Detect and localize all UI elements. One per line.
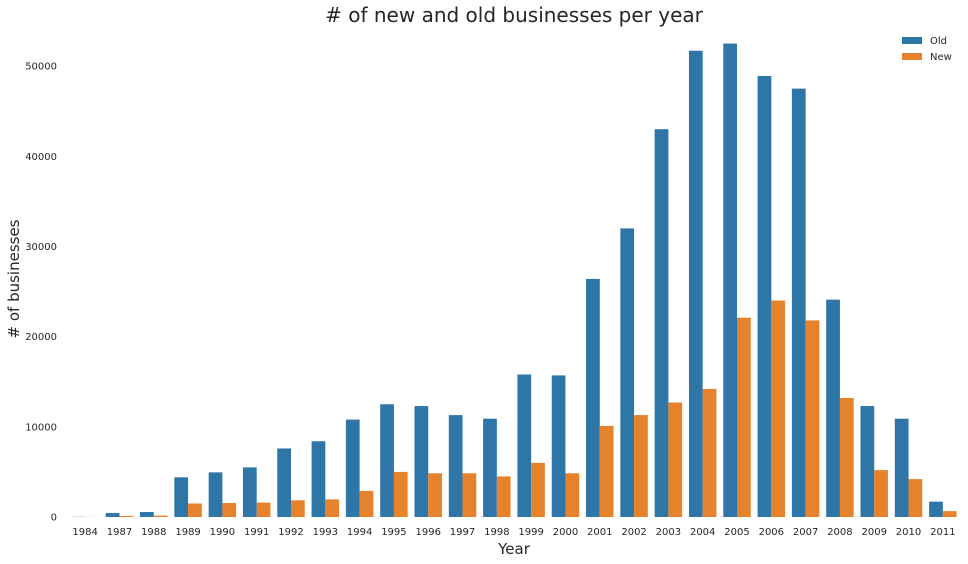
legend-swatch-new xyxy=(902,53,922,60)
x-tick-label: 2003 xyxy=(656,527,681,538)
bar-old-2000 xyxy=(551,375,566,517)
bar-new-2005 xyxy=(737,317,751,517)
chart-legend: Old New xyxy=(902,36,952,63)
bar-new-2009 xyxy=(874,470,888,517)
x-tick-label: 1989 xyxy=(175,527,200,538)
y-axis-ticks: 0 10000 20000 30000 40000 50000 xyxy=(25,62,57,524)
x-axis-label: Year xyxy=(497,540,531,558)
x-tick-label: 2001 xyxy=(587,527,612,538)
y-tick-label: 30000 xyxy=(25,242,57,253)
bar-new-2006 xyxy=(771,300,786,517)
bar-old-1998 xyxy=(483,418,497,517)
bar-old-2010 xyxy=(894,418,909,517)
bar-old-2009 xyxy=(860,406,875,517)
bar-old-2011 xyxy=(929,501,943,517)
bar-new-1996 xyxy=(428,473,442,517)
x-tick-label: 1984 xyxy=(72,527,97,538)
x-tick-label: 1995 xyxy=(381,527,406,538)
bar-new-1987 xyxy=(119,515,134,517)
bar-old-1989 xyxy=(174,477,189,517)
x-tick-label: 1987 xyxy=(107,527,132,538)
bar-new-1997 xyxy=(462,473,477,517)
bar-new-1993 xyxy=(325,499,340,517)
bar-old-1993 xyxy=(311,441,326,517)
x-tick-label: 2004 xyxy=(690,527,715,538)
legend-label-old: Old xyxy=(930,36,947,47)
bar-old-2003 xyxy=(654,129,669,517)
x-tick-label: 1993 xyxy=(313,527,338,538)
bar-new-1998 xyxy=(496,476,511,517)
bar-new-1999 xyxy=(531,462,545,517)
x-tick-label: 2006 xyxy=(759,527,784,538)
bar-new-2010 xyxy=(908,479,923,517)
legend-label-new: New xyxy=(930,52,952,63)
x-tick-label: 2002 xyxy=(621,527,646,538)
bar-old-1991 xyxy=(242,467,257,517)
bar-new-2001 xyxy=(599,425,614,517)
bar-new-1995 xyxy=(393,471,408,517)
x-tick-label: 1998 xyxy=(484,527,509,538)
x-tick-label: 1988 xyxy=(141,527,166,538)
y-tick-label: 10000 xyxy=(25,422,57,433)
bar-new-2008 xyxy=(839,397,854,517)
bar-old-1994 xyxy=(345,419,360,517)
bar-old-1996 xyxy=(414,406,429,517)
x-tick-label: 1991 xyxy=(244,527,269,538)
x-tick-label: 2008 xyxy=(827,527,852,538)
bar-new-2004 xyxy=(702,388,717,517)
x-tick-label: 1999 xyxy=(518,527,543,538)
x-tick-label: 2011 xyxy=(930,527,955,538)
x-tick-label: 2000 xyxy=(553,527,578,538)
y-tick-label: 50000 xyxy=(25,62,57,73)
y-tick-label: 0 xyxy=(51,513,57,524)
bar-old-2002 xyxy=(620,228,635,517)
bar-new-2002 xyxy=(634,415,648,517)
bar-new-1988 xyxy=(153,515,168,517)
bar-old-1997 xyxy=(448,415,463,517)
bar-old-1988 xyxy=(140,512,154,517)
bar-old-2001 xyxy=(586,278,600,517)
bar-old-2007 xyxy=(791,88,806,518)
bar-old-1987 xyxy=(105,512,120,517)
x-tick-label: 1997 xyxy=(450,527,475,538)
bar-old-2006 xyxy=(757,75,772,517)
bar-new-1989 xyxy=(188,503,202,517)
x-tick-label: 2007 xyxy=(793,527,818,538)
x-tick-label: 1990 xyxy=(210,527,235,538)
x-tick-label: 2005 xyxy=(724,527,749,538)
legend-swatch-old xyxy=(902,37,922,44)
x-tick-label: 2010 xyxy=(896,527,921,538)
bar-old-1992 xyxy=(277,448,291,517)
bar-new-1991 xyxy=(256,502,271,517)
bar-new-2011 xyxy=(942,511,957,517)
y-axis-label: # of businesses xyxy=(5,219,23,338)
bar-old-2008 xyxy=(826,299,840,517)
bar-new-1992 xyxy=(291,500,305,517)
bar-new-1990 xyxy=(222,503,237,517)
x-tick-label: 1992 xyxy=(278,527,303,538)
bar-new-1994 xyxy=(359,490,374,517)
bar-old-1999 xyxy=(517,374,532,517)
x-tick-label: 1994 xyxy=(347,527,372,538)
x-axis-ticks: 1984 1987 1988 1989 1990 1991 1992 1993 1994 1995… xyxy=(72,527,955,538)
y-tick-label: 40000 xyxy=(25,152,57,163)
x-tick-label: 2009 xyxy=(862,527,887,538)
bar-old-1990 xyxy=(208,472,223,517)
bar-new-2003 xyxy=(668,402,683,517)
bars-group xyxy=(71,43,957,518)
y-tick-label: 20000 xyxy=(25,332,57,343)
x-tick-label: 1996 xyxy=(416,527,441,538)
bar-new-2007 xyxy=(805,320,820,517)
chart-title: # of new and old businesses per year xyxy=(325,3,704,27)
bar-old-2004 xyxy=(688,50,703,518)
bar-old-2005 xyxy=(723,43,737,518)
bar-old-1995 xyxy=(380,404,394,517)
bar-new-2000 xyxy=(565,473,580,517)
